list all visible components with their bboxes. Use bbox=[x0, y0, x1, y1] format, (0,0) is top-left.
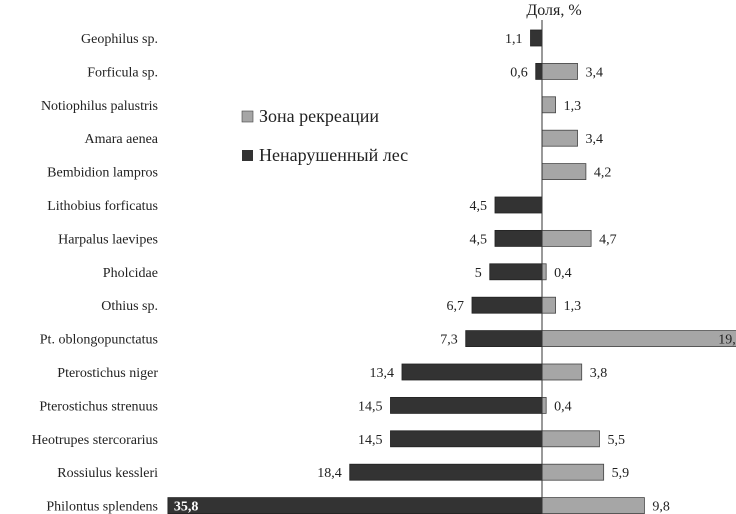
bar-forest bbox=[535, 63, 543, 80]
axis-title: Доля, % bbox=[526, 2, 581, 19]
value-label-recreation: 0,4 bbox=[554, 399, 572, 414]
value-label-recreation: 3,4 bbox=[586, 65, 604, 80]
bar-forest bbox=[401, 363, 543, 381]
value-label-recreation: 5,5 bbox=[607, 433, 625, 448]
value-label-forest: 1,1 bbox=[505, 32, 523, 47]
value-label-forest: 5 bbox=[475, 266, 482, 281]
value-label-forest: 4,5 bbox=[469, 199, 487, 214]
bar-recreation bbox=[541, 129, 578, 147]
value-label-recreation: 19,5 bbox=[718, 333, 736, 348]
category-label: Forficula sp. bbox=[87, 65, 158, 80]
category-label: Pterostichus niger bbox=[57, 366, 158, 381]
bar-recreation bbox=[541, 296, 556, 314]
category-label: Harpalus laevipes bbox=[58, 232, 158, 247]
legend-swatch-recreation bbox=[241, 110, 254, 123]
bar-recreation bbox=[541, 330, 736, 348]
bar-forest bbox=[349, 463, 543, 481]
value-label-forest: 14,5 bbox=[358, 433, 383, 448]
bar-recreation bbox=[541, 63, 578, 80]
bar-forest bbox=[390, 430, 543, 448]
value-label-forest: 35,8 bbox=[174, 500, 199, 514]
value-label-recreation: 1,3 bbox=[564, 99, 582, 114]
value-label-forest: 7,3 bbox=[440, 333, 458, 348]
category-label: Pt. oblongopunctatus bbox=[40, 333, 158, 348]
category-label: Othius sp. bbox=[101, 299, 158, 314]
category-label: Notiophilus palustris bbox=[41, 99, 158, 114]
bar-forest bbox=[494, 229, 543, 247]
category-label: Philontus splendens bbox=[46, 500, 158, 514]
category-label: Pterostichus strenuus bbox=[39, 399, 158, 414]
bar-recreation bbox=[541, 463, 605, 481]
bar-forest bbox=[530, 29, 543, 47]
bar-forest bbox=[390, 396, 543, 414]
bar-forest bbox=[167, 497, 543, 514]
category-label: Rossiulus kessleri bbox=[57, 466, 158, 481]
bar-recreation bbox=[541, 229, 592, 247]
bar-recreation bbox=[541, 163, 587, 181]
category-label: Lithobius forficatus bbox=[47, 199, 158, 214]
legend-swatch-forest bbox=[242, 150, 253, 161]
value-label-recreation: 5,9 bbox=[612, 466, 630, 481]
category-label: Heotrupes stercorarius bbox=[32, 433, 158, 448]
value-label-forest: 13,4 bbox=[369, 366, 394, 381]
bar-recreation bbox=[541, 430, 600, 448]
category-label: Pholcidae bbox=[103, 266, 158, 281]
bar-recreation bbox=[541, 263, 547, 281]
value-label-recreation: 3,8 bbox=[590, 366, 608, 381]
value-label-forest: 0,6 bbox=[510, 65, 528, 80]
bar-forest bbox=[489, 263, 543, 281]
category-label: Amara aenea bbox=[85, 132, 159, 147]
value-label-recreation: 1,3 bbox=[564, 299, 582, 314]
value-label-recreation: 4,7 bbox=[599, 232, 617, 247]
bar-forest bbox=[465, 330, 543, 348]
bar-forest bbox=[494, 196, 543, 214]
value-label-forest: 4,5 bbox=[469, 232, 487, 247]
value-label-recreation: 0,4 bbox=[554, 266, 572, 281]
value-label-forest: 18,4 bbox=[317, 466, 342, 481]
category-label: Geophilus sp. bbox=[81, 32, 158, 47]
bar-forest bbox=[471, 296, 543, 314]
value-label-forest: 14,5 bbox=[358, 399, 383, 414]
value-label-forest: 6,7 bbox=[446, 299, 464, 314]
bar-recreation bbox=[541, 363, 583, 381]
bar-recreation bbox=[541, 497, 645, 514]
legend-label-forest: Ненарушенный лес bbox=[259, 145, 408, 165]
bar-recreation bbox=[541, 96, 556, 114]
bar-recreation bbox=[541, 396, 547, 414]
category-label: Bembidion lampros bbox=[47, 166, 158, 181]
value-label-recreation: 3,4 bbox=[586, 132, 604, 147]
legend-label-recreation: Зона рекреации bbox=[259, 106, 379, 126]
value-label-recreation: 4,2 bbox=[594, 166, 612, 181]
value-label-recreation: 9,8 bbox=[652, 500, 670, 514]
